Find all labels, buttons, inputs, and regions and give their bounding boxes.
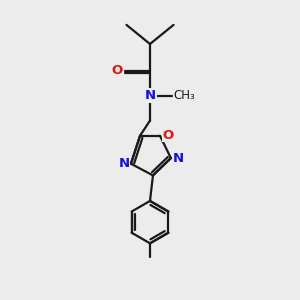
Text: O: O — [162, 129, 174, 142]
Text: N: N — [172, 152, 184, 165]
Text: N: N — [144, 89, 156, 102]
Text: N: N — [118, 157, 130, 170]
Text: CH₃: CH₃ — [174, 89, 195, 102]
Text: O: O — [111, 64, 123, 77]
